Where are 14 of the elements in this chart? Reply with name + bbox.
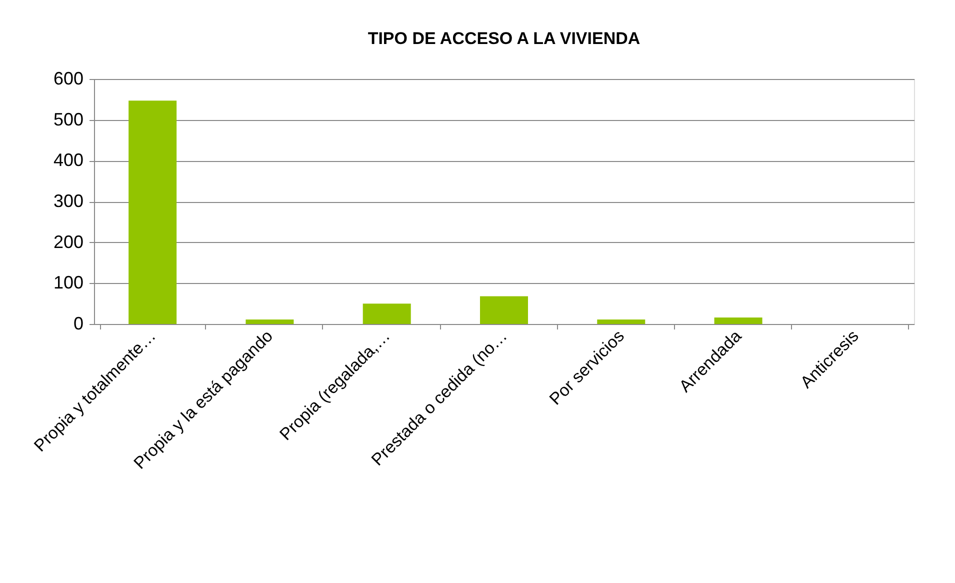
- y-tick-label: 300: [53, 191, 84, 211]
- bar: [597, 320, 646, 324]
- bar: [714, 317, 762, 324]
- y-tick-label: 200: [53, 232, 84, 252]
- bar: [480, 296, 528, 324]
- y-tick-label: 100: [53, 272, 84, 293]
- chart-title: TIPO DE ACCESO A LA VIVIENDA: [368, 29, 640, 48]
- y-tick-label: 0: [73, 314, 84, 334]
- y-tick-label: 500: [53, 109, 84, 130]
- bar: [362, 304, 411, 324]
- y-tick-label: 400: [53, 150, 84, 170]
- bar: [246, 320, 294, 324]
- bar: [128, 100, 177, 324]
- y-tick-label: 600: [53, 68, 84, 88]
